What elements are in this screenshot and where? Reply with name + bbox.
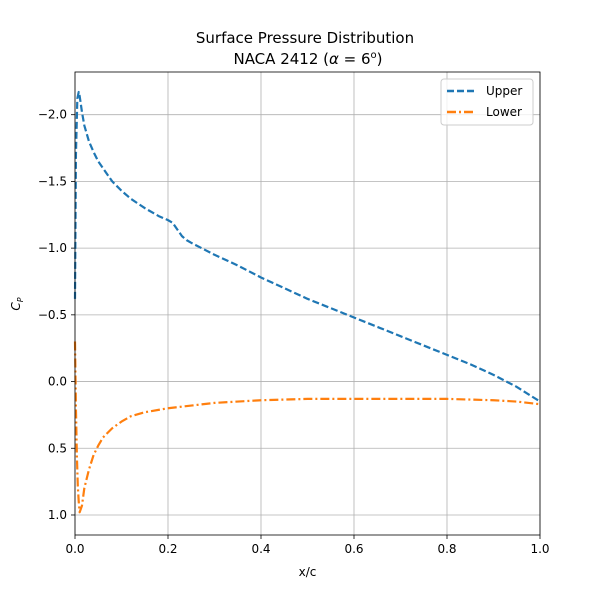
x-tick-label: 0.4 <box>251 542 270 556</box>
plot-frame <box>74 71 541 536</box>
x-tick-label: 0.0 <box>65 542 84 556</box>
series-line-lower <box>73 341 541 514</box>
tick-layer: 0.0 0.2 0.4 0.6 0.8 1.0 −2.0 −1.5 −1.0 −0.5 0.0 0.5… <box>38 108 550 556</box>
subtitle-prefix: NACA 2412 ( <box>233 50 329 68</box>
x-tick-label: 0.6 <box>344 542 363 556</box>
y-axis-label-main: C <box>9 302 23 311</box>
x-tick-label: 0.2 <box>158 542 177 556</box>
series-layer <box>73 90 541 514</box>
subtitle-suffix: ) <box>377 50 383 68</box>
series-line-upper <box>73 90 541 403</box>
chart-title: Surface Pressure Distribution <box>196 29 414 47</box>
y-tick-label: −1.5 <box>38 174 67 188</box>
legend-label-upper: Upper <box>486 84 522 98</box>
y-tick-label: 1.0 <box>48 508 67 522</box>
x-tick-label: 1.0 <box>530 542 549 556</box>
legend-label-lower: Lower <box>486 105 522 119</box>
y-tick-label: −2.0 <box>38 108 67 122</box>
y-axis-label: CP <box>9 297 25 310</box>
subtitle-equals: = 6 <box>339 50 371 68</box>
x-tick-label: 0.8 <box>437 542 456 556</box>
y-tick-label: 0.5 <box>48 441 67 455</box>
y-tick-label: −1.0 <box>38 241 67 255</box>
plot-area <box>75 72 540 535</box>
y-tick-label: 0.0 <box>48 375 67 389</box>
subtitle-superscript: o <box>371 50 377 61</box>
x-axis-label: x/c <box>299 565 317 579</box>
y-axis-label-sub: P <box>16 297 25 302</box>
y-tick-label: −0.5 <box>38 308 67 322</box>
legend: Upper Lower <box>440 78 534 126</box>
chart-subtitle: NACA 2412 (α = 6o) <box>233 50 382 68</box>
subtitle-alpha: α <box>329 50 339 68</box>
